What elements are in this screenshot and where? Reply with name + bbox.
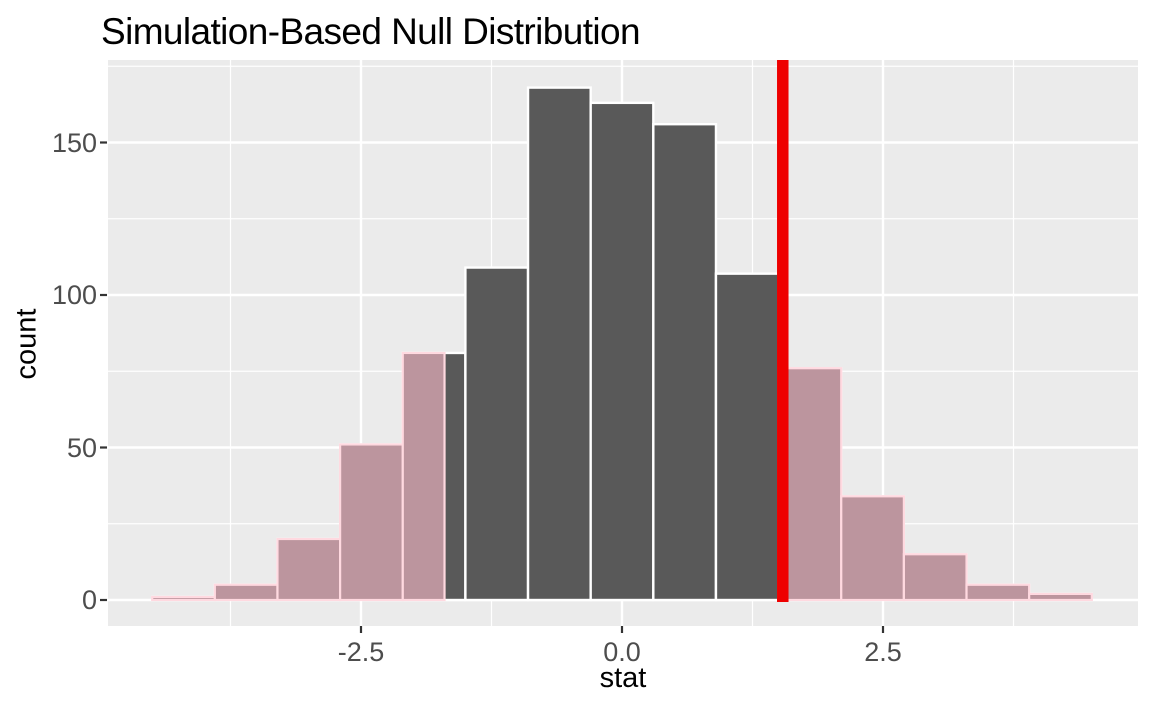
x-axis-title: stat [599,662,647,694]
histogram-bar [714,272,780,602]
p-value-shade-bar [902,553,968,602]
p-value-shade-bar [151,595,216,602]
p-value-shade-bar [276,537,342,602]
x-tick-label: 0.0 [603,637,641,667]
x-tick-label: -2.5 [337,637,385,667]
histogram-bar [652,122,718,602]
y-tick-label: 50 [66,432,97,463]
p-value-shade-bar [339,443,404,602]
y-tick-label: 100 [51,280,97,310]
plot-title: Simulation-Based Null Distribution [101,11,641,52]
histogram-bar [464,266,530,602]
p-value-shade-bar [777,367,843,602]
histogram-bar [589,101,655,602]
y-tick-label: 0 [81,585,97,615]
y-tick-label: 150 [51,127,97,158]
p-value-shade-bar [401,351,446,602]
p-value-shade-bar [1028,592,1093,602]
p-value-shade-bar [213,583,279,602]
histogram-bar [526,86,592,602]
x-tick-label: 2.5 [864,637,902,667]
observed-stat-line [777,60,789,602]
p-value-shade-bar [965,583,1031,602]
p-value-shade-bar [840,495,905,602]
